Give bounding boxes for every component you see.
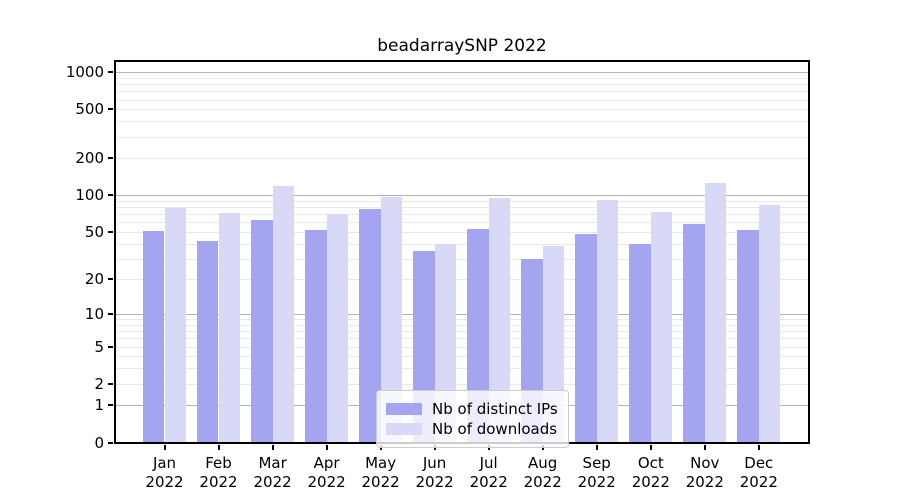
- x-tick-mark-nov: [703, 444, 706, 450]
- bar-downloads-sep: [596, 199, 619, 443]
- x-tick-mark-sep: [595, 444, 598, 450]
- y-tick-label-50: 50: [84, 222, 104, 241]
- y-tick-mark-5: [108, 345, 113, 348]
- bar-distinct-ips-jul: [467, 228, 489, 443]
- legend-swatch-icon: [386, 403, 422, 415]
- y-tick-mark-50: [108, 230, 113, 233]
- y-tick-label-100: 100: [75, 186, 104, 205]
- chart-title: beadarraySNP 2022: [377, 36, 547, 56]
- gridline-minor: [114, 121, 810, 123]
- gridline-minor: [114, 136, 810, 138]
- y-tick-mark-20: [108, 278, 113, 281]
- gridline-minor: [114, 158, 810, 160]
- gridline-minor: [114, 231, 810, 233]
- gridline-minor: [114, 258, 810, 260]
- x-tick-label-jan: Jan 2022: [145, 453, 184, 491]
- bar-downloads-jul: [488, 198, 511, 443]
- gridline-minor: [114, 77, 810, 79]
- legend-label: Nb of downloads: [432, 420, 558, 438]
- legend-row-downloads: Nb of downloads: [386, 420, 558, 438]
- gridline-minor: [114, 356, 810, 358]
- x-tick-label-sep: Sep 2022: [577, 453, 616, 491]
- gridline-minor: [114, 319, 810, 321]
- gridline-minor: [114, 346, 810, 348]
- y-tick-mark-2: [108, 382, 113, 385]
- gridline-minor: [114, 214, 810, 216]
- bar-distinct-ips-dec: [737, 229, 759, 443]
- y-tick-mark-200: [108, 157, 113, 160]
- bar-downloads-mar: [272, 185, 295, 443]
- x-tick-mark-dec: [757, 444, 760, 450]
- y-tick-mark-1000: [108, 71, 113, 74]
- y-tick-mark-500: [108, 108, 113, 111]
- y-tick-label-2: 2: [94, 374, 104, 393]
- bar-downloads-may: [380, 197, 403, 443]
- x-tick-mark-apr: [325, 444, 328, 450]
- bar-distinct-ips-sep: [575, 233, 597, 443]
- gridline-minor: [114, 338, 810, 340]
- y-tick-label-500: 500: [75, 100, 104, 119]
- bar-downloads-apr: [326, 214, 349, 443]
- gridline-minor: [114, 84, 810, 86]
- bar-distinct-ips-mar: [251, 219, 273, 443]
- y-tick-mark-10: [108, 313, 113, 315]
- bar-distinct-ips-jan: [142, 230, 165, 443]
- bar-distinct-ips-apr: [305, 229, 327, 443]
- bar-distinct-ips-oct: [629, 243, 651, 443]
- legend: Nb of distinct IPs Nb of downloads: [376, 390, 569, 448]
- x-tick-label-may: May 2022: [361, 453, 400, 491]
- gridline-minor: [114, 279, 810, 281]
- x-tick-label-oct: Oct 2022: [631, 453, 670, 491]
- gridline-major: [114, 72, 810, 74]
- legend-items: Nb of distinct IPs Nb of downloads: [386, 400, 558, 438]
- y-tick-label-200: 200: [75, 149, 104, 168]
- bar-distinct-ips-nov: [683, 224, 705, 443]
- y-tick-label-5: 5: [94, 337, 104, 356]
- y-tick-label-0: 0: [94, 433, 104, 452]
- bar-downloads-oct: [650, 211, 673, 443]
- bar-downloads-jan: [164, 207, 187, 443]
- gridline-minor: [114, 91, 810, 93]
- gridline-minor: [114, 331, 810, 333]
- y-tick-label-1000: 1000: [65, 63, 104, 82]
- y-tick-mark-0: [108, 441, 113, 444]
- x-tick-mark-feb: [217, 444, 220, 450]
- gridline-minor: [114, 200, 810, 202]
- x-tick-label-jul: Jul 2022: [469, 453, 508, 491]
- bar-downloads-dec: [758, 205, 781, 443]
- legend-row-distinct-ips: Nb of distinct IPs: [386, 400, 558, 418]
- x-tick-mark-mar: [271, 444, 274, 450]
- x-tick-label-apr: Apr 2022: [307, 453, 346, 491]
- gridline-minor: [114, 324, 810, 326]
- bar-distinct-ips-may: [359, 209, 381, 443]
- gridline-minor: [114, 243, 810, 245]
- bar-downloads-nov: [704, 183, 727, 443]
- x-tick-label-mar: Mar 2022: [253, 453, 292, 491]
- y-tick-label-1: 1: [94, 396, 104, 415]
- y-tick-mark-100: [108, 194, 113, 197]
- gridline-minor: [114, 222, 810, 224]
- gridline-minor: [114, 99, 810, 101]
- y-tick-label-20: 20: [84, 270, 104, 289]
- x-tick-label-dec: Dec 2022: [739, 453, 778, 491]
- gridline-major: [114, 314, 810, 315]
- gridline-minor: [114, 368, 810, 370]
- bar-distinct-ips-feb: [196, 240, 219, 443]
- x-tick-label-feb: Feb 2022: [199, 453, 238, 491]
- x-tick-label-aug: Aug 2022: [523, 453, 562, 491]
- y-tick-mark-1: [108, 404, 113, 407]
- x-tick-mark-oct: [649, 444, 652, 450]
- x-tick-label-nov: Nov 2022: [685, 453, 724, 491]
- gridline-minor: [114, 207, 810, 208]
- legend-label: Nb of distinct IPs: [432, 400, 558, 418]
- bar-downloads-feb: [218, 213, 241, 443]
- legend-swatch-icon: [386, 423, 422, 435]
- x-tick-label-jun: Jun 2022: [415, 453, 454, 491]
- y-tick-label-10: 10: [84, 305, 104, 323]
- gridline-minor: [114, 383, 810, 385]
- gridline-major: [114, 195, 810, 197]
- x-tick-mark-jan: [163, 444, 166, 450]
- gridline-minor: [114, 109, 810, 111]
